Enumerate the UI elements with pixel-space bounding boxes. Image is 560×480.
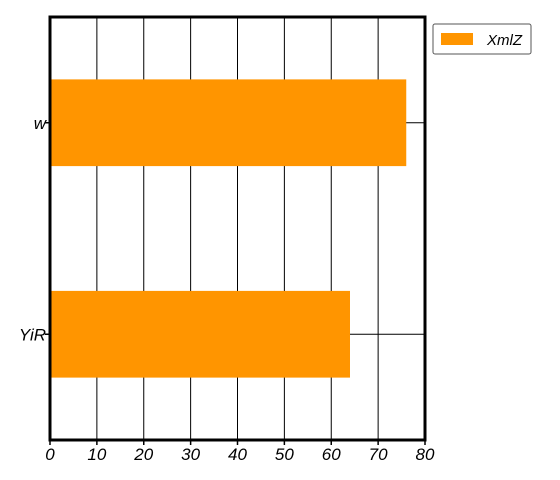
y-tick-label: w: [34, 114, 48, 133]
bars: [50, 79, 407, 378]
y-tick-label: YiR: [19, 325, 46, 344]
x-tick-label: 30: [181, 445, 200, 464]
x-tick-label: 70: [369, 445, 388, 464]
legend-label: XmlZ: [486, 32, 523, 49]
x-tick-label: 80: [416, 445, 435, 464]
x-tick-label: 10: [87, 445, 106, 464]
legend: XmlZ: [432, 23, 532, 55]
x-axis-ticks: 0 10 20 30 40 50 60 70 80: [45, 440, 435, 464]
y-axis-ticks: w YiR: [19, 114, 50, 344]
legend-box: [432, 23, 532, 55]
bar-YiR: [50, 290, 350, 378]
bar-w: [50, 79, 407, 167]
x-tick-label: 40: [228, 445, 247, 464]
x-tick-label: 20: [133, 445, 153, 464]
legend-swatch: [441, 33, 473, 45]
x-tick-label: 60: [322, 445, 341, 464]
x-tick-label: 50: [275, 445, 294, 464]
x-tick-label: 0: [45, 445, 55, 464]
